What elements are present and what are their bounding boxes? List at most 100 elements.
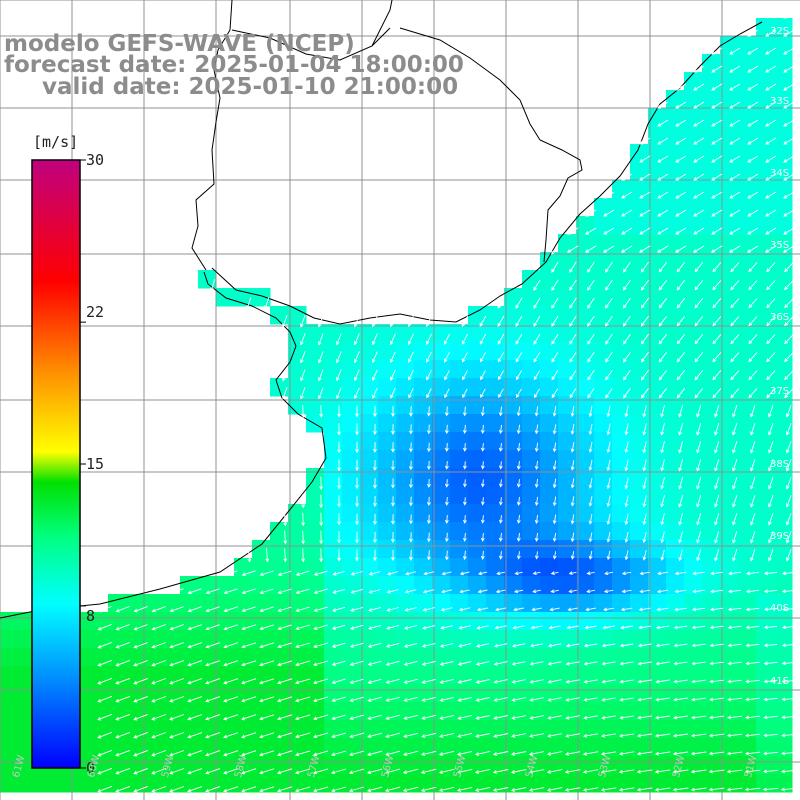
wind-arrow <box>444 497 449 506</box>
colorbar-tick-label: 0 <box>86 759 96 777</box>
wind-arrow <box>529 733 545 738</box>
wind-speed-cell <box>0 756 19 775</box>
wind-speed-cell <box>774 504 793 523</box>
wind-speed-cell <box>612 594 631 613</box>
wind-speed-cell <box>702 576 721 595</box>
wind-arrow <box>477 589 488 594</box>
wind-speed-cell <box>720 504 739 523</box>
wind-arrow <box>337 495 341 508</box>
wind-speed-cell <box>342 576 361 595</box>
wind-speed-cell <box>756 522 775 541</box>
wind-speed-cell <box>594 378 613 397</box>
wind-speed-cell <box>486 630 505 649</box>
wind-speed-cell <box>540 432 559 451</box>
wind-speed-cell <box>684 72 703 91</box>
wind-arrow <box>205 732 221 739</box>
wind-speed-cell <box>504 576 523 595</box>
wind-arrow <box>312 768 329 775</box>
wind-arrow <box>223 624 238 631</box>
wind-arrow <box>748 262 758 273</box>
wind-speed-cell <box>378 612 397 631</box>
wind-speed-cell <box>342 594 361 613</box>
wind-speed-cell <box>108 666 127 685</box>
wind-arrow <box>277 624 292 631</box>
wind-speed-cell <box>684 288 703 307</box>
wind-arrow <box>133 660 149 667</box>
wind-arrow <box>425 315 433 328</box>
wind-speed-cell <box>360 756 379 775</box>
wind-arrow <box>636 733 653 738</box>
wind-speed-cell <box>90 720 109 739</box>
wind-arrow <box>115 731 131 739</box>
wind-speed-cell <box>378 666 397 685</box>
wind-arrow <box>746 571 760 576</box>
wind-speed-cell <box>396 756 415 775</box>
wind-arrow <box>498 479 503 488</box>
wind-arrow <box>531 607 542 612</box>
wind-speed-cell <box>738 486 757 505</box>
wind-speed-cell <box>162 648 181 667</box>
wind-speed-cell <box>612 198 631 217</box>
wind-speed-cell <box>288 666 307 685</box>
wind-speed-cell <box>648 558 667 577</box>
wind-arrow <box>475 679 490 684</box>
wind-speed-cell <box>504 342 523 361</box>
wind-arrow <box>732 459 738 472</box>
wind-arrow <box>259 588 274 595</box>
wind-speed-cell <box>648 252 667 271</box>
wind-arrow <box>710 571 723 576</box>
wind-speed-cell <box>432 504 451 523</box>
wind-arrow <box>768 513 774 526</box>
wind-speed-cell <box>378 576 397 595</box>
wind-arrow <box>637 697 652 702</box>
wind-arrow <box>241 750 257 757</box>
wind-speed-cell <box>684 324 703 343</box>
wind-speed-cell <box>756 342 775 361</box>
wind-speed-cell <box>594 774 613 793</box>
wind-arrow <box>619 715 634 720</box>
wind-arrow <box>462 479 467 488</box>
wind-speed-cell <box>324 702 343 721</box>
wind-arrow <box>402 768 419 775</box>
wind-speed-cell <box>414 558 433 577</box>
wind-speed-cell <box>594 234 613 253</box>
wind-arrow <box>675 173 687 181</box>
wind-speed-cell <box>738 630 757 649</box>
wind-arrow <box>456 768 473 774</box>
wind-speed-cell <box>90 702 109 721</box>
wind-arrow <box>391 514 395 525</box>
wind-arrow <box>373 513 377 526</box>
wind-arrow <box>426 406 431 417</box>
wind-arrow <box>621 589 632 594</box>
wind-speed-cell <box>558 378 577 397</box>
wind-speed-cell <box>198 738 217 757</box>
wind-arrow <box>623 370 631 381</box>
wind-speed-cell <box>324 450 343 469</box>
wind-arrow <box>390 388 396 399</box>
wind-speed-cell <box>270 630 289 649</box>
wind-arrow <box>331 678 346 685</box>
wind-speed-cell <box>450 774 469 793</box>
wind-speed-cell <box>756 90 775 109</box>
wind-speed-cell <box>306 324 325 343</box>
wind-arrow <box>514 571 523 576</box>
wind-speed-cell <box>630 630 649 649</box>
wind-arrow <box>585 607 596 612</box>
wind-arrow <box>750 405 756 418</box>
wind-speed-cell <box>702 486 721 505</box>
wind-arrow <box>511 679 526 684</box>
wind-speed-cell <box>738 414 757 433</box>
wind-speed-cell <box>594 342 613 361</box>
wind-speed-cell <box>630 252 649 271</box>
wind-arrow <box>781 751 796 756</box>
wind-speed-cell <box>306 594 325 613</box>
wind-speed-cell <box>594 720 613 739</box>
wind-arrow <box>277 588 292 595</box>
wind-arrow <box>745 679 760 684</box>
wind-arrow <box>461 352 468 363</box>
wind-arrow <box>355 477 359 490</box>
wind-speed-cell <box>162 666 181 685</box>
wind-arrow <box>640 333 649 345</box>
wind-arrow <box>512 625 525 630</box>
wind-speed-cell <box>180 594 199 613</box>
